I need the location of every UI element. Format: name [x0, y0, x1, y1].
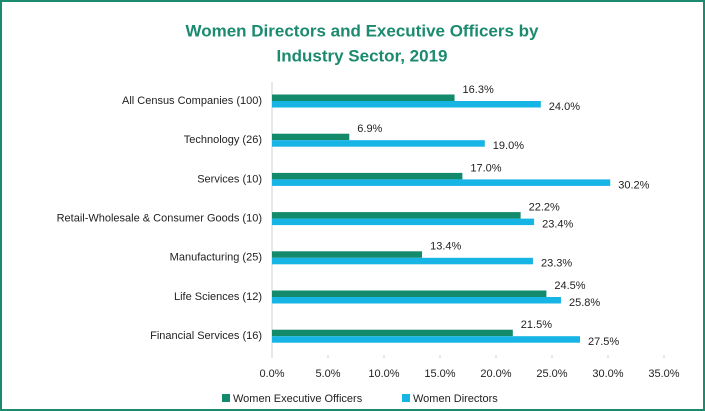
bar: [272, 290, 547, 297]
value-label: 22.2%: [529, 202, 560, 214]
value-label: 30.2%: [618, 179, 649, 191]
value-label: 17.0%: [470, 162, 501, 174]
bar: [272, 140, 485, 147]
value-label: 21.5%: [521, 319, 552, 331]
legend-label: Women Directors: [413, 393, 498, 405]
legend-label: Women Executive Officers: [233, 393, 363, 405]
category-label: All Census Companies (100): [122, 95, 262, 107]
value-label: 23.3%: [541, 258, 572, 270]
value-label: 24.0%: [549, 101, 580, 113]
value-label: 27.5%: [588, 336, 619, 348]
bar: [272, 336, 580, 343]
bar: [272, 297, 561, 304]
bar: [272, 101, 541, 108]
value-label: 13.4%: [430, 241, 461, 253]
x-tick-label: 0.0%: [259, 368, 284, 380]
value-label: 19.0%: [493, 140, 524, 152]
category-label: Technology (26): [184, 134, 262, 146]
category-label: Financial Services (16): [150, 330, 262, 342]
chart-title: Women Directors and Executive Officers b…: [185, 21, 539, 40]
bar: [272, 212, 521, 219]
bar: [272, 218, 535, 226]
value-label: 6.9%: [357, 123, 382, 135]
x-tick-label: 30.0%: [592, 368, 623, 380]
value-label: 23.4%: [542, 219, 573, 231]
x-tick-label: 25.0%: [536, 368, 567, 380]
x-tick-label: 10.0%: [368, 368, 399, 380]
legend-swatch: [222, 394, 230, 402]
value-label: 25.8%: [569, 297, 600, 309]
category-label: Retail-Wholesale & Consumer Goods (10): [57, 213, 262, 225]
category-label: Life Sciences (12): [174, 291, 262, 303]
x-tick-label: 5.0%: [315, 368, 340, 380]
category-label: Services (10): [197, 173, 262, 185]
x-tick-label: 15.0%: [424, 368, 455, 380]
value-label: 16.3%: [463, 84, 494, 96]
value-label: 24.5%: [554, 280, 585, 292]
legend-swatch: [402, 394, 410, 402]
bar: [272, 133, 350, 141]
bar: [272, 179, 611, 186]
bar: [272, 257, 533, 265]
bar: [272, 329, 513, 337]
bar: [272, 251, 423, 258]
x-tick-label: 20.0%: [480, 368, 511, 380]
chart-title: Industry Sector, 2019: [276, 46, 447, 65]
bar: [272, 94, 455, 101]
category-label: Manufacturing (25): [170, 252, 262, 264]
x-tick-label: 35.0%: [648, 368, 679, 380]
bar: [272, 172, 463, 180]
